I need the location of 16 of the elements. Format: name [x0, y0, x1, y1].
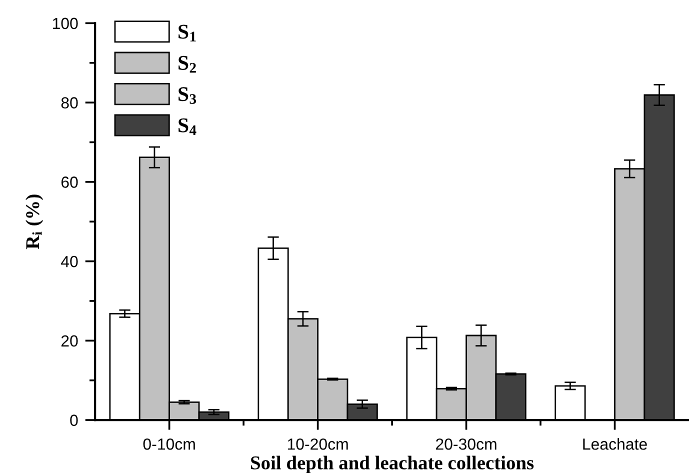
x-tick-label: Leachate — [583, 438, 647, 450]
legend-label: S$_{3}$ — [178, 87, 196, 104]
y-tick-label: 100 — [52, 18, 78, 30]
y-tick-label: 0 — [70, 414, 78, 426]
y-tick-label: 60 — [61, 176, 78, 188]
y-axis-title: R$_{i}$ (%) — [26, 194, 44, 250]
x-axis-title: Soil depth and leachate collections — [251, 456, 534, 473]
x-tick-label: 0-10cm — [143, 438, 195, 450]
x-tick-label: 20-30cm — [436, 438, 496, 450]
legend-label: S$_{1}$ — [178, 24, 196, 42]
legend-label: S$_{2}$ — [178, 56, 196, 73]
y-tick-label: 40 — [61, 256, 78, 268]
legend-label: S$_{4}$ — [178, 118, 196, 136]
x-tick-label: 10-20cm — [288, 438, 348, 450]
y-tick-label: 20 — [61, 335, 78, 347]
y-tick-label: 80 — [61, 97, 78, 108]
